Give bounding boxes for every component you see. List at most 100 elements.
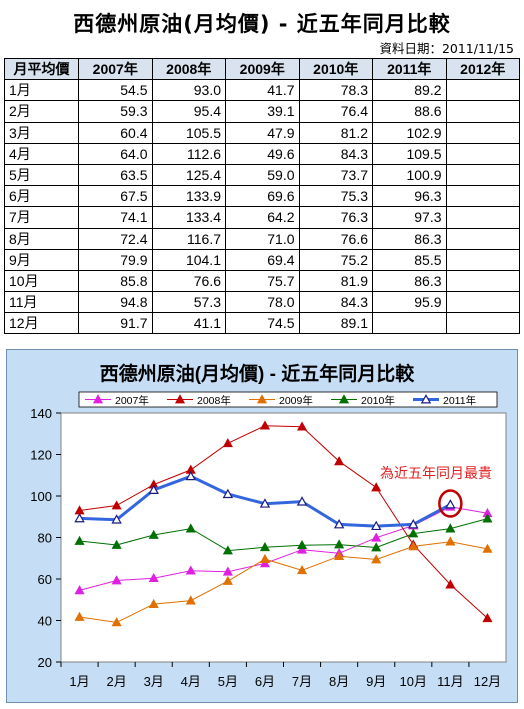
- data-point: [111, 539, 122, 549]
- value-cell: 41.1: [151, 312, 226, 335]
- month-cell: 12月: [4, 312, 79, 335]
- annotation-label: 為近五年同月最貴: [380, 465, 492, 481]
- data-point: [445, 499, 456, 509]
- table-row: 6月 67.5 133.9 69.6 75.3 96.3: [4, 185, 520, 208]
- value-cell: 133.9: [151, 185, 226, 208]
- page-title: 西德州原油(月均價) - 近五年同月比較: [73, 12, 451, 36]
- value-cell: 69.4: [225, 248, 300, 271]
- series-line: [79, 425, 488, 619]
- data-point: [185, 523, 196, 533]
- table-row: 2月 59.3 95.4 39.1 76.4 88.6: [4, 100, 520, 123]
- value-cell: 105.5: [151, 121, 226, 144]
- chart-panel: 西德州原油(月均價) - 近五年同月比較 20 40 60 80 100 120 140 1月 2…: [6, 349, 518, 703]
- y-tick-label: 20: [38, 655, 52, 670]
- value-cell: [445, 227, 520, 250]
- data-point: [370, 520, 382, 531]
- value-cell: 67.5: [78, 185, 153, 208]
- plot-area: [60, 412, 507, 663]
- data-point: [185, 595, 196, 605]
- x-tick-label: 6月: [255, 674, 275, 689]
- data-point: [408, 541, 419, 551]
- legend-marker: [420, 394, 432, 404]
- table-row: 5月 63.5 125.4 59.0 73.7 100.9: [4, 163, 520, 187]
- value-cell: 86.3: [372, 227, 447, 250]
- legend-marker: [256, 394, 268, 404]
- value-cell: 78.0: [225, 291, 300, 314]
- data-point: [74, 585, 85, 595]
- value-cell: 86.3: [372, 269, 447, 293]
- data-point: [445, 579, 456, 589]
- value-cell: 57.3: [151, 291, 226, 314]
- column-header: 2007年: [78, 57, 153, 81]
- series-line: [79, 541, 488, 623]
- value-cell: 74.1: [78, 206, 153, 229]
- data-point: [259, 420, 271, 430]
- value-cell: 94.8: [78, 291, 153, 314]
- value-cell: 100.9: [372, 163, 447, 187]
- value-cell: 104.1: [151, 248, 226, 271]
- x-tick-label: 1月: [69, 674, 89, 689]
- legend-label: 2011年: [443, 394, 476, 407]
- data-point: [148, 484, 159, 494]
- legend-label: 2010年: [361, 394, 395, 407]
- data-point: [148, 572, 159, 583]
- data-point: [185, 470, 197, 481]
- legend-marker: [174, 394, 186, 404]
- value-cell: 41.7: [225, 79, 300, 102]
- value-cell: [445, 206, 520, 229]
- value-cell: 60.4: [78, 121, 153, 144]
- value-cell: 96.3: [372, 185, 447, 208]
- value-cell: 39.1: [225, 100, 300, 123]
- value-cell: 64.0: [78, 142, 153, 165]
- month-cell: 2月: [4, 100, 79, 123]
- data-point: [371, 482, 382, 492]
- value-cell: 133.4: [151, 206, 226, 229]
- value-cell: 88.6: [372, 100, 447, 123]
- data-point: [296, 421, 308, 431]
- data-point: [333, 518, 345, 529]
- data-point: [74, 611, 85, 621]
- month-cell: 8月: [4, 227, 79, 250]
- table-row: 8月 72.4 116.7 71.0 76.6 86.3: [4, 227, 520, 250]
- data-point: [334, 550, 345, 561]
- x-tick-label: 4月: [181, 674, 201, 689]
- y-tick-label: 140: [30, 406, 52, 421]
- y-tick-label: 120: [30, 448, 52, 463]
- column-header: 2012年: [445, 57, 520, 81]
- data-point: [111, 500, 122, 510]
- value-cell: [445, 248, 520, 271]
- table-row: 1月 54.5 93.0 41.7 78.3 89.2: [4, 79, 520, 102]
- data-point: [222, 566, 233, 576]
- table-row: 9月 79.9 104.1 69.4 75.2 85.5: [4, 248, 520, 271]
- table-row: 4月 64.0 112.6 49.6 84.3 109.5: [4, 142, 520, 165]
- y-tick-label: 100: [30, 489, 52, 504]
- data-point: [222, 438, 233, 448]
- data-point: [74, 512, 85, 523]
- data-point: [222, 575, 233, 585]
- legend-label: 2009年: [279, 394, 313, 407]
- value-cell: 84.3: [298, 142, 373, 165]
- value-cell: 95.4: [151, 100, 226, 123]
- table-row: 11月 94.8 57.3 78.0 84.3 95.9: [4, 291, 520, 314]
- value-cell: 125.4: [151, 163, 226, 187]
- data-point: [222, 545, 233, 555]
- x-tick-label: 7月: [292, 674, 312, 689]
- data-point: [296, 496, 308, 506]
- value-cell: 85.8: [78, 269, 153, 293]
- data-point: [371, 532, 382, 542]
- value-cell: [445, 142, 520, 165]
- x-tick-label: 9月: [366, 674, 386, 689]
- data-point: [445, 536, 456, 546]
- value-cell: 76.6: [298, 227, 373, 250]
- value-cell: 73.7: [298, 163, 373, 187]
- value-cell: 93.0: [151, 79, 226, 102]
- data-point: [111, 617, 122, 627]
- value-cell: 79.9: [78, 248, 153, 271]
- data-point: [111, 575, 122, 585]
- line-chart: 西德州原油(月均價) - 近五年同月比較 20 40 60 80 100 120 140 1月 2…: [30, 362, 507, 689]
- value-cell: 59.0: [225, 163, 300, 187]
- column-header: 2008年: [151, 57, 226, 81]
- month-cell: 10月: [4, 269, 79, 293]
- y-tick-label: 80: [38, 531, 52, 546]
- month-cell: 6月: [4, 185, 79, 208]
